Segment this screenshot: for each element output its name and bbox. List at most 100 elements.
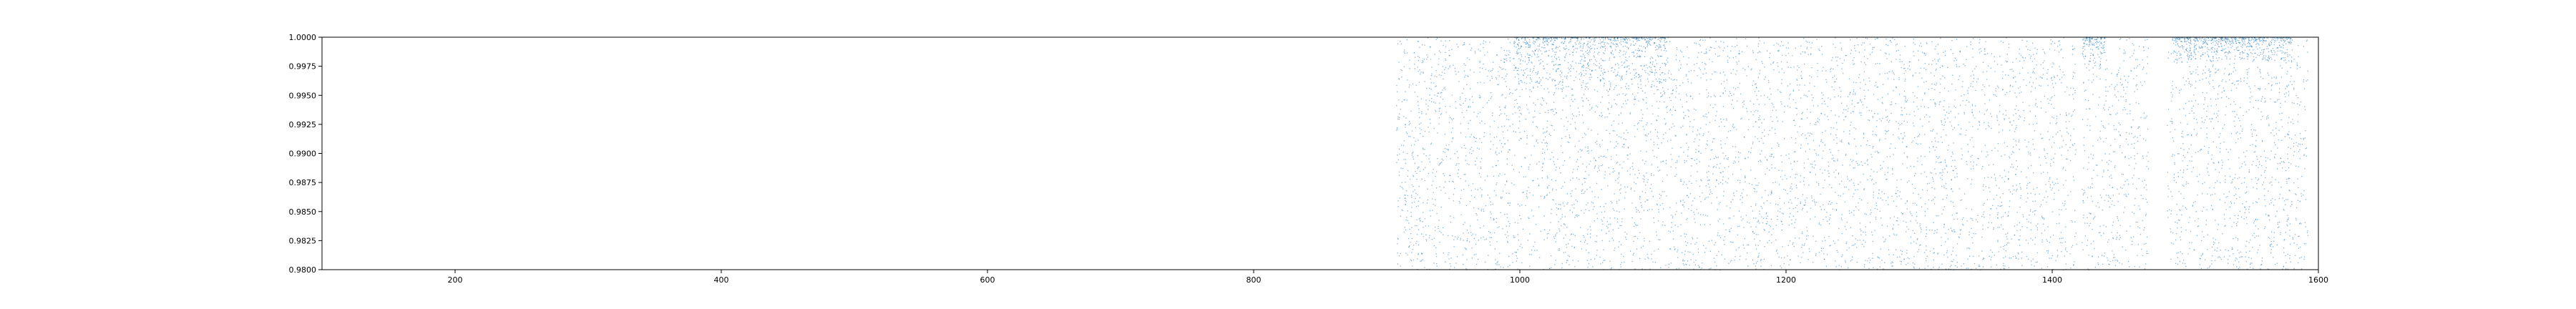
scatter-point bbox=[2277, 147, 2278, 149]
scatter-point bbox=[2210, 71, 2212, 72]
scatter-point bbox=[1716, 265, 1717, 267]
scatter-point bbox=[2087, 268, 2089, 270]
scatter-point bbox=[1914, 137, 1916, 139]
scatter-point bbox=[1456, 163, 1458, 165]
scatter-point bbox=[2023, 79, 2024, 81]
scatter-point bbox=[1973, 114, 1974, 116]
scatter-point bbox=[2041, 215, 2043, 217]
scatter-point bbox=[1749, 182, 1750, 185]
scatter-point bbox=[2286, 220, 2288, 222]
scatter-point bbox=[1589, 104, 1591, 105]
scatter-point bbox=[1479, 94, 1480, 96]
scatter-point bbox=[1945, 54, 1946, 57]
scatter-point bbox=[1829, 149, 1830, 150]
scatter-point bbox=[2189, 112, 2190, 114]
scatter-point bbox=[1801, 78, 1802, 79]
scatter-point bbox=[2117, 91, 2119, 92]
scatter-point bbox=[1812, 163, 1813, 165]
scatter-point bbox=[1496, 217, 1498, 220]
scatter-point bbox=[1840, 90, 1842, 92]
scatter-point bbox=[1475, 253, 1477, 255]
scatter-point bbox=[1425, 239, 1427, 240]
scatter-point bbox=[1830, 110, 1832, 112]
scatter-point bbox=[2233, 63, 2235, 64]
scatter-point bbox=[1402, 144, 1405, 146]
scatter-point bbox=[2019, 92, 2020, 94]
scatter-point bbox=[2270, 132, 2272, 134]
scatter-point bbox=[1979, 42, 1980, 44]
scatter-point bbox=[1612, 130, 1614, 132]
scatter-point bbox=[1972, 71, 1974, 72]
scatter-point bbox=[2177, 153, 2179, 154]
scatter-point bbox=[1506, 217, 1508, 218]
scatter-point bbox=[2301, 257, 2302, 258]
scatter-point bbox=[1652, 149, 1654, 151]
scatter-point bbox=[1675, 59, 1677, 60]
scatter-point bbox=[1654, 74, 1656, 76]
scatter-point bbox=[1755, 217, 1757, 219]
scatter-point bbox=[1707, 97, 1708, 98]
scatter-point bbox=[1725, 181, 1727, 182]
scatter-point bbox=[1453, 118, 1455, 119]
scatter-point bbox=[1776, 42, 1777, 44]
scatter-point bbox=[2175, 59, 2176, 60]
scatter-point bbox=[1982, 62, 1984, 63]
scatter-point bbox=[2303, 88, 2306, 89]
scatter-point bbox=[1783, 263, 1785, 265]
scatter-point bbox=[1809, 41, 1810, 43]
scatter-point bbox=[2005, 175, 2006, 177]
scatter-point bbox=[1883, 193, 1885, 195]
scatter-point bbox=[2142, 155, 2144, 157]
scatter-point bbox=[1867, 140, 1868, 142]
scatter-point bbox=[1935, 140, 1936, 142]
scatter-point bbox=[2268, 215, 2269, 217]
scatter-point bbox=[1599, 39, 1601, 41]
scatter-point bbox=[1418, 108, 1420, 109]
scatter-point bbox=[2013, 77, 2014, 79]
scatter-point bbox=[2304, 222, 2306, 223]
scatter-point bbox=[1571, 65, 1572, 67]
scatter-point bbox=[1521, 69, 1522, 71]
scatter-point bbox=[1925, 54, 1926, 56]
scatter-point bbox=[1838, 149, 1839, 152]
scatter-point bbox=[2015, 174, 2016, 175]
scatter-point bbox=[2119, 134, 2121, 137]
scatter-point bbox=[1445, 67, 1447, 69]
scatter-point bbox=[1719, 47, 1721, 49]
scatter-point bbox=[1953, 105, 1955, 107]
scatter-point bbox=[2243, 218, 2245, 220]
scatter-point bbox=[2057, 182, 2059, 184]
scatter-point bbox=[2212, 79, 2214, 81]
scatter-point bbox=[1863, 56, 1865, 57]
scatter-point bbox=[2132, 43, 2134, 44]
scatter-point bbox=[2120, 37, 2122, 39]
scatter-point bbox=[1543, 100, 1545, 102]
scatter-point bbox=[1828, 235, 1830, 237]
scatter-point bbox=[2238, 177, 2240, 178]
scatter-point bbox=[1782, 45, 1784, 46]
scatter-point bbox=[1511, 182, 1513, 184]
scatter-point bbox=[1635, 235, 1636, 237]
scatter-point bbox=[1589, 79, 1591, 80]
scatter-point bbox=[1421, 233, 1423, 235]
scatter-point bbox=[1911, 215, 1913, 216]
scatter-point bbox=[1639, 172, 1640, 175]
scatter-point bbox=[1887, 116, 1888, 117]
scatter-point bbox=[1635, 224, 1636, 225]
scatter-point bbox=[1939, 172, 1941, 174]
scatter-point bbox=[1411, 195, 1413, 196]
scatter-point bbox=[2183, 108, 2185, 109]
scatter-point bbox=[1526, 190, 1528, 192]
scatter-point bbox=[1574, 247, 1575, 249]
scatter-point bbox=[1917, 157, 1918, 159]
scatter-point bbox=[1929, 250, 1931, 252]
scatter-point bbox=[1725, 155, 1727, 157]
scatter-point bbox=[1463, 188, 1465, 190]
scatter-point bbox=[1518, 74, 1520, 75]
scatter-point bbox=[1771, 190, 1772, 192]
scatter-point bbox=[2029, 210, 2031, 212]
scatter-point bbox=[1757, 77, 1759, 79]
scatter-point bbox=[1943, 185, 1945, 187]
scatter-point bbox=[2299, 157, 2301, 160]
scatter-point bbox=[2239, 257, 2240, 258]
